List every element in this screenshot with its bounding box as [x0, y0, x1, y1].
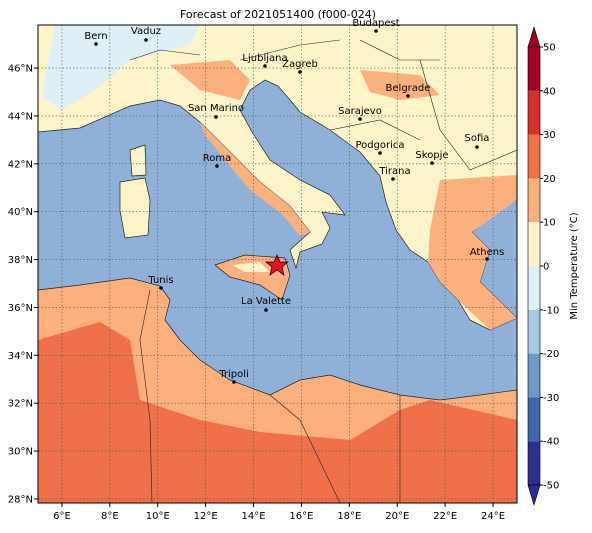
city-label: Roma	[203, 153, 232, 164]
colorbar: -50 -40 -30 -20 -10 0 10 20 30 40 50	[527, 25, 559, 507]
y-tick-label: 32°N	[8, 399, 33, 410]
colorbar-tick-label: -40	[543, 437, 559, 448]
land-corsica	[129, 144, 147, 177]
colorbar-segment	[528, 309, 540, 354]
colorbar-tick-label: -50	[543, 481, 559, 492]
colorbar-segment	[528, 222, 540, 266]
x-tick-label: 6°E	[53, 511, 71, 522]
city-dot	[358, 117, 362, 121]
city-label: Zagreb	[282, 59, 318, 70]
city-dot	[263, 64, 267, 68]
warm-patch	[428, 175, 517, 330]
colorbar-tick-label: 0	[543, 262, 549, 273]
map-title: Forecast of 2021051400 (f000-024)	[180, 8, 376, 21]
colorbar-segment	[528, 266, 540, 310]
city-dot	[406, 94, 410, 98]
colorbar-label: Min Temperature (°C)	[569, 212, 580, 319]
city-dot	[298, 70, 302, 74]
city-label: San Marino	[188, 103, 244, 114]
city-label: Tunis	[147, 275, 173, 286]
y-tick-label: 38°N	[8, 255, 33, 266]
city-dot	[374, 29, 378, 33]
axes: 6°E 8°E 10°E 12°E 14°E 16°E 18°E 20°E 22°E 24°E 28…	[8, 64, 505, 522]
colorbar-segment	[528, 178, 540, 223]
x-tick-label: 18°E	[337, 511, 361, 522]
y-tick-label: 28°N	[8, 494, 33, 505]
city-dot	[94, 42, 98, 46]
colorbar-tick-label: 20	[543, 174, 556, 185]
city-dot	[264, 308, 268, 312]
city-label: Bern	[84, 31, 107, 42]
warm-patch	[170, 60, 250, 100]
city-dot	[391, 177, 395, 181]
city-dot	[159, 286, 163, 290]
city-label: Tirana	[378, 166, 410, 177]
city-dot	[378, 151, 382, 155]
city-label: Athens	[470, 247, 505, 258]
colorbar-segment	[528, 47, 540, 91]
city-dot	[485, 257, 489, 261]
city-label: Tripoli	[218, 369, 249, 380]
x-tick-label: 14°E	[242, 511, 266, 522]
y-tick-label: 44°N	[8, 111, 33, 122]
borders	[129, 39, 517, 503]
land-sicily-inner	[232, 262, 270, 272]
city-label: Podgorica	[355, 140, 404, 151]
alps-cold	[42, 25, 200, 110]
city-label: Budapest	[352, 18, 399, 29]
colorbar-tick-label: 40	[543, 86, 556, 97]
colorbar-tick-label: -30	[543, 393, 559, 404]
colorbar-segment	[528, 90, 540, 135]
map-frame	[37, 24, 518, 504]
colorbar-segment	[528, 134, 540, 179]
city-label: Belgrade	[386, 83, 431, 94]
colorbar-segment	[528, 353, 540, 398]
x-tick-label: 20°E	[385, 511, 409, 522]
city-dot	[232, 380, 236, 384]
colorbar-tick-label: 50	[543, 43, 556, 54]
city-dot	[144, 38, 148, 42]
city-dot	[215, 164, 219, 168]
city-label: La Valette	[241, 296, 291, 307]
y-tick-label: 34°N	[8, 351, 33, 362]
y-tick-label: 40°N	[8, 207, 33, 218]
colorbar-tick-label: 30	[543, 130, 556, 141]
city-label: Vaduz	[131, 26, 161, 37]
city-label: Sarajevo	[338, 106, 382, 117]
x-tick-label: 24°E	[481, 511, 505, 522]
city-dot	[430, 161, 434, 165]
y-tick-label: 46°N	[8, 64, 33, 75]
y-tick-label: 36°N	[8, 303, 33, 314]
y-tick-label: 42°N	[8, 159, 33, 170]
colorbar-tick-label: 10	[543, 218, 556, 229]
warm-patch	[200, 122, 310, 236]
x-tick-label: 22°E	[433, 511, 457, 522]
cities: Bern Vaduz Budapest Ljubljana Zagreb Bel…	[84, 18, 504, 384]
city-label: Skopje	[415, 150, 448, 161]
colorbar-extend-top	[527, 25, 541, 48]
x-tick-label: 16°E	[289, 511, 313, 522]
city-label: Sofia	[465, 133, 490, 144]
city-dot	[214, 115, 218, 119]
warm-patch	[360, 70, 440, 100]
x-tick-label: 12°E	[194, 511, 218, 522]
city-dot	[475, 145, 479, 149]
colorbar-extend-bottom	[527, 484, 541, 507]
colorbar-segment	[528, 441, 540, 485]
y-tick-label: 30°N	[8, 447, 33, 458]
colorbar-tick-label: -20	[543, 349, 559, 360]
map-area	[38, 25, 517, 503]
graticule	[38, 25, 517, 503]
star-marker	[265, 254, 289, 276]
hot-region	[38, 322, 517, 503]
land-sardinia	[119, 177, 151, 239]
x-tick-label: 8°E	[101, 511, 119, 522]
x-tick-label: 10°E	[146, 511, 170, 522]
colorbar-segment	[528, 397, 540, 442]
city-label: Ljubljana	[242, 53, 287, 64]
colorbar-tick-label: -10	[543, 305, 559, 316]
